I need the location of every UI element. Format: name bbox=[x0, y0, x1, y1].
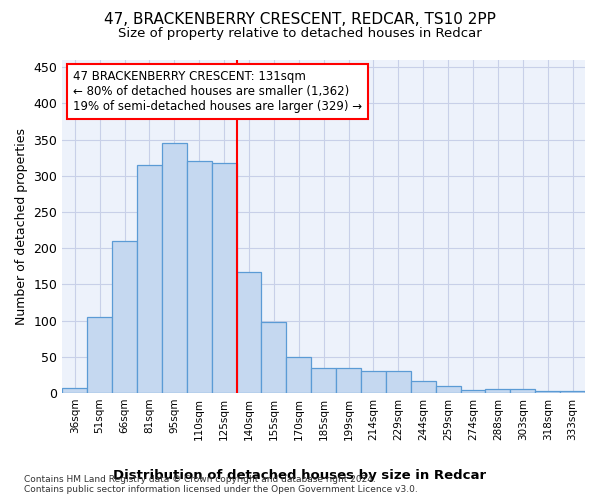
Bar bbox=[336, 368, 361, 393]
Bar bbox=[411, 382, 436, 393]
Bar bbox=[361, 372, 386, 393]
Text: Size of property relative to detached houses in Redcar: Size of property relative to detached ho… bbox=[118, 28, 482, 40]
Bar bbox=[137, 165, 162, 393]
Text: Distribution of detached houses by size in Redcar: Distribution of detached houses by size … bbox=[113, 469, 487, 482]
Bar bbox=[112, 241, 137, 393]
Bar bbox=[461, 390, 485, 393]
Bar bbox=[560, 391, 585, 393]
Bar bbox=[187, 162, 212, 393]
Text: Contains public sector information licensed under the Open Government Licence v3: Contains public sector information licen… bbox=[24, 485, 418, 494]
Bar bbox=[62, 388, 87, 393]
Bar bbox=[262, 322, 286, 393]
Y-axis label: Number of detached properties: Number of detached properties bbox=[15, 128, 28, 325]
Bar bbox=[485, 388, 511, 393]
Text: 47, BRACKENBERRY CRESCENT, REDCAR, TS10 2PP: 47, BRACKENBERRY CRESCENT, REDCAR, TS10 … bbox=[104, 12, 496, 28]
Bar bbox=[236, 272, 262, 393]
Text: 47 BRACKENBERRY CRESCENT: 131sqm
← 80% of detached houses are smaller (1,362)
19: 47 BRACKENBERRY CRESCENT: 131sqm ← 80% o… bbox=[73, 70, 362, 113]
Bar bbox=[311, 368, 336, 393]
Bar bbox=[386, 372, 411, 393]
Bar bbox=[87, 317, 112, 393]
Bar bbox=[436, 386, 461, 393]
Text: Contains HM Land Registry data © Crown copyright and database right 2024.: Contains HM Land Registry data © Crown c… bbox=[24, 475, 376, 484]
Bar bbox=[286, 357, 311, 393]
Bar bbox=[535, 391, 560, 393]
Bar bbox=[511, 390, 535, 393]
Bar bbox=[162, 144, 187, 393]
Bar bbox=[212, 163, 236, 393]
